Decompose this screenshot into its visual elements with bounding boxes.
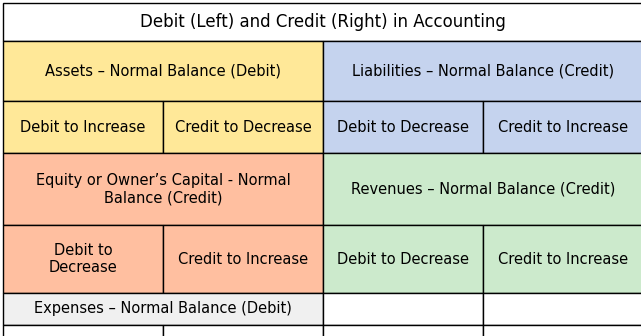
Bar [323,101,483,153]
Bar [3,293,323,325]
Text: Debit to
Decrease: Debit to Decrease [49,243,117,275]
Bar [3,153,323,225]
Bar [323,225,483,293]
Bar [323,293,483,325]
Bar [323,41,641,101]
Bar [163,225,323,293]
Bar [163,325,323,336]
Text: Credit to Decrease: Credit to Decrease [174,120,312,134]
Bar [483,101,641,153]
Text: Debit to Increase: Debit to Increase [21,120,146,134]
Text: Credit to Increase: Credit to Increase [498,120,628,134]
Bar [3,225,163,293]
Text: Revenues – Normal Balance (Credit): Revenues – Normal Balance (Credit) [351,181,615,197]
Bar [483,225,641,293]
Bar [3,101,163,153]
Text: Liabilities – Normal Balance (Credit): Liabilities – Normal Balance (Credit) [352,64,614,79]
Bar [3,325,163,336]
Text: Credit to Increase: Credit to Increase [178,252,308,266]
Text: Assets – Normal Balance (Debit): Assets – Normal Balance (Debit) [45,64,281,79]
Bar [323,153,641,225]
Bar [483,325,641,336]
Bar [483,293,641,325]
Text: Equity or Owner’s Capital - Normal
Balance (Credit): Equity or Owner’s Capital - Normal Balan… [36,173,290,205]
Text: Credit to Increase: Credit to Increase [498,252,628,266]
Text: Debit to Decrease: Debit to Decrease [337,120,469,134]
Text: Expenses – Normal Balance (Debit): Expenses – Normal Balance (Debit) [34,301,292,317]
Bar [163,101,323,153]
Bar [323,325,483,336]
Text: Debit (Left) and Credit (Right) in Accounting: Debit (Left) and Credit (Right) in Accou… [140,13,506,31]
Text: Debit to Decrease: Debit to Decrease [337,252,469,266]
Bar [3,3,641,41]
Bar [3,41,323,101]
